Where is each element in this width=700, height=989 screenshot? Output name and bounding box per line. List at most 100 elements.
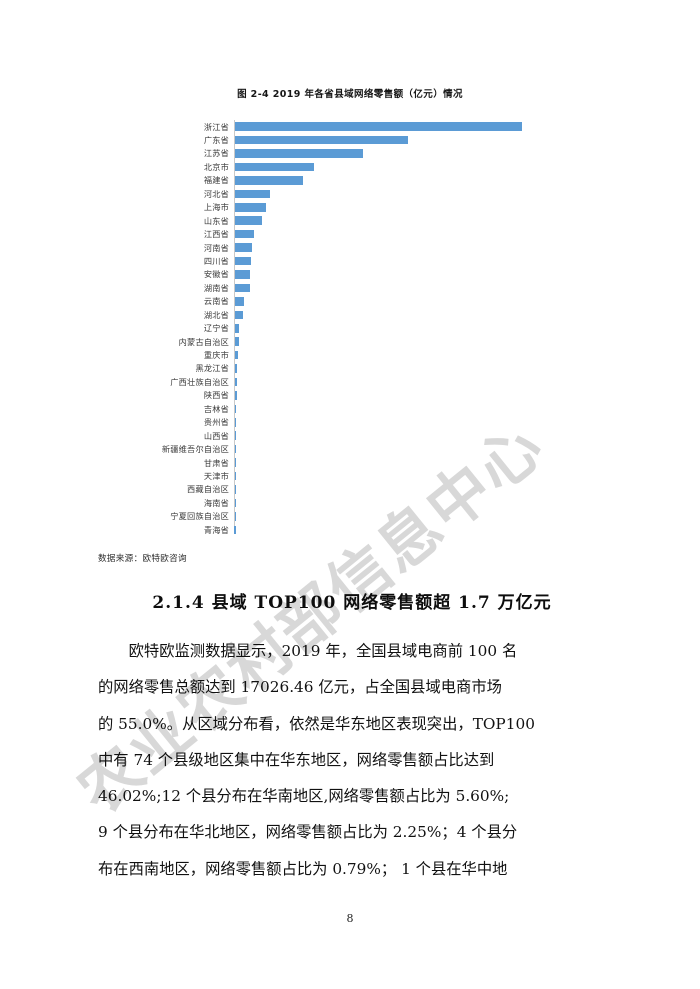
body-paragraph: 欧特欧监测数据显示，2019 年，全国县域电商前 100 名的网络零售总额达到 …: [98, 633, 607, 887]
chart-bar-track: [234, 160, 700, 173]
chart-row: 河南省: [0, 241, 700, 254]
page-number: 8: [346, 912, 354, 925]
chart-bar-track: [234, 254, 700, 267]
chart-bar-track: [234, 389, 700, 402]
chart-bar: [234, 270, 250, 279]
body-text-line: 中有 74 个县级地区集中在华东地区，网络零售额占比达到: [98, 750, 495, 769]
chart-category-label: 江西省: [203, 229, 229, 240]
chart-bar: [234, 404, 237, 414]
chart-row: 新疆维吾尔自治区: [0, 443, 700, 456]
chart-bar-track: [234, 214, 700, 227]
chart-bar-track: [234, 241, 700, 254]
chart-bar-track: [234, 483, 700, 496]
chart-row: 海南省: [0, 496, 700, 509]
chart-bar: [234, 216, 263, 226]
chart-row: 天津市: [0, 469, 700, 482]
chart-bar: [234, 203, 267, 212]
chart-category-label: 云南省: [203, 296, 229, 307]
chart-category-label: 北京市: [203, 161, 229, 172]
chart-bar: [234, 189, 270, 199]
chart-bar-track: [234, 469, 700, 482]
chart-category-label: 山西省: [203, 430, 229, 441]
chart-bar-track: [234, 228, 700, 241]
chart-category-label: 江苏省: [203, 148, 229, 159]
chart-row: 青海省: [0, 523, 700, 536]
chart-row: 吉林省: [0, 402, 700, 415]
chart-bar: [234, 310, 244, 320]
chart-bar-track: [234, 362, 700, 375]
chart-bar-track: [234, 120, 700, 133]
chart-row: 陕西省: [0, 389, 700, 402]
chart-bar: [234, 297, 244, 306]
body-text-line: 布在西南地区，网络零售额占比为 0.79%； 1 个县在华中地: [98, 859, 508, 878]
chart-category-label: 福建省: [203, 175, 229, 186]
chart-category-label: 湖北省: [203, 309, 229, 320]
chart-category-label: 广东省: [203, 135, 229, 146]
figure-block: 图 2-4 2019 年各省县域网络零售额（亿元）情况 浙江省 广东省 江苏省 北京市…: [0, 86, 700, 535]
chart-row: 甘肃省: [0, 456, 700, 469]
chart-bar: [234, 418, 237, 427]
figure-source-note: 数据来源：欧特欧咨询: [98, 554, 187, 564]
chart-bar: [234, 377, 238, 387]
chart-row: 重庆市: [0, 348, 700, 361]
chart-category-label: 四川省: [203, 255, 229, 266]
chart-bar: [234, 243, 253, 252]
figure-caption: 图 2-4 2019 年各省县域网络零售额（亿元）情况: [237, 89, 463, 100]
chart-row: 山西省: [0, 429, 700, 442]
bar-chart: 浙江省 广东省 江苏省 北京市 福建省 河北省 上海市 山东省 江西省 河南省 四川省 安徽省 湖南省云…: [0, 120, 700, 535]
chart-category-label: 吉林省: [203, 403, 229, 414]
chart-category-label: 新疆维吾尔自治区: [161, 444, 229, 455]
chart-category-label: 上海市: [203, 202, 229, 213]
chart-row: 湖南省: [0, 281, 700, 294]
chart-bar-track: [234, 523, 700, 536]
chart-category-label: 湖南省: [203, 282, 229, 293]
chart-bar: [234, 364, 238, 373]
chart-rows: 浙江省 广东省 江苏省 北京市 福建省 河北省 上海市 山东省 江西省 河南省 四川省 安徽省 湖南省云…: [0, 120, 700, 537]
chart-row: 四川省: [0, 254, 700, 267]
chart-row: 内蒙古自治区: [0, 335, 700, 348]
body-text-line: 欧特欧监测数据显示，2019 年，全国县域电商前 100 名: [98, 642, 518, 660]
chart-bar-track: [234, 187, 700, 200]
chart-bar-track: [234, 335, 700, 348]
chart-bar-track: [234, 375, 700, 388]
chart-bar-track: [234, 348, 700, 361]
chart-bar-track: [234, 295, 700, 308]
chart-bar-track: [234, 416, 700, 429]
chart-bar: [234, 256, 252, 266]
chart-bar: [234, 135, 409, 145]
chart-row: 云南省: [0, 295, 700, 308]
chart-row: 湖北省: [0, 308, 700, 321]
chart-bar: [234, 525, 236, 535]
chart-category-label: 黑龙江省: [195, 363, 229, 374]
chart-bar-track: [234, 133, 700, 146]
chart-bar: [234, 162, 315, 172]
chart-row: 广西壮族自治区: [0, 375, 700, 388]
chart-bar-track: [234, 429, 700, 442]
chart-bar: [234, 323, 240, 333]
chart-bar-track: [234, 456, 700, 469]
chart-bar-track: [234, 201, 700, 214]
chart-category-label: 宁夏回族自治区: [170, 511, 229, 522]
chart-bar-track: [234, 322, 700, 335]
chart-category-label: 辽宁省: [203, 323, 229, 334]
chart-category-label: 陕西省: [203, 390, 229, 401]
chart-bar-track: [234, 281, 700, 294]
chart-category-label: 贵州省: [203, 417, 229, 428]
chart-bar-track: [234, 443, 700, 456]
chart-category-label: 山东省: [203, 215, 229, 226]
chart-row: 黑龙江省: [0, 362, 700, 375]
chart-row: 广东省: [0, 133, 700, 146]
body-text-line: 9 个县分布在华北地区，网络零售额占比为 2.25%；4 个县分: [98, 823, 518, 842]
chart-axis-line: [234, 120, 235, 526]
chart-row: 山东省: [0, 214, 700, 227]
chart-row: 上海市: [0, 201, 700, 214]
chart-bar: [234, 391, 237, 400]
chart-row: 河北省: [0, 187, 700, 200]
chart-category-label: 甘肃省: [203, 457, 229, 468]
chart-row: 北京市: [0, 160, 700, 173]
chart-bar: [234, 283, 250, 293]
chart-category-label: 天津市: [203, 470, 229, 481]
chart-bar: [234, 350, 238, 360]
chart-category-label: 重庆市: [203, 350, 229, 361]
chart-bar-track: [234, 510, 700, 523]
